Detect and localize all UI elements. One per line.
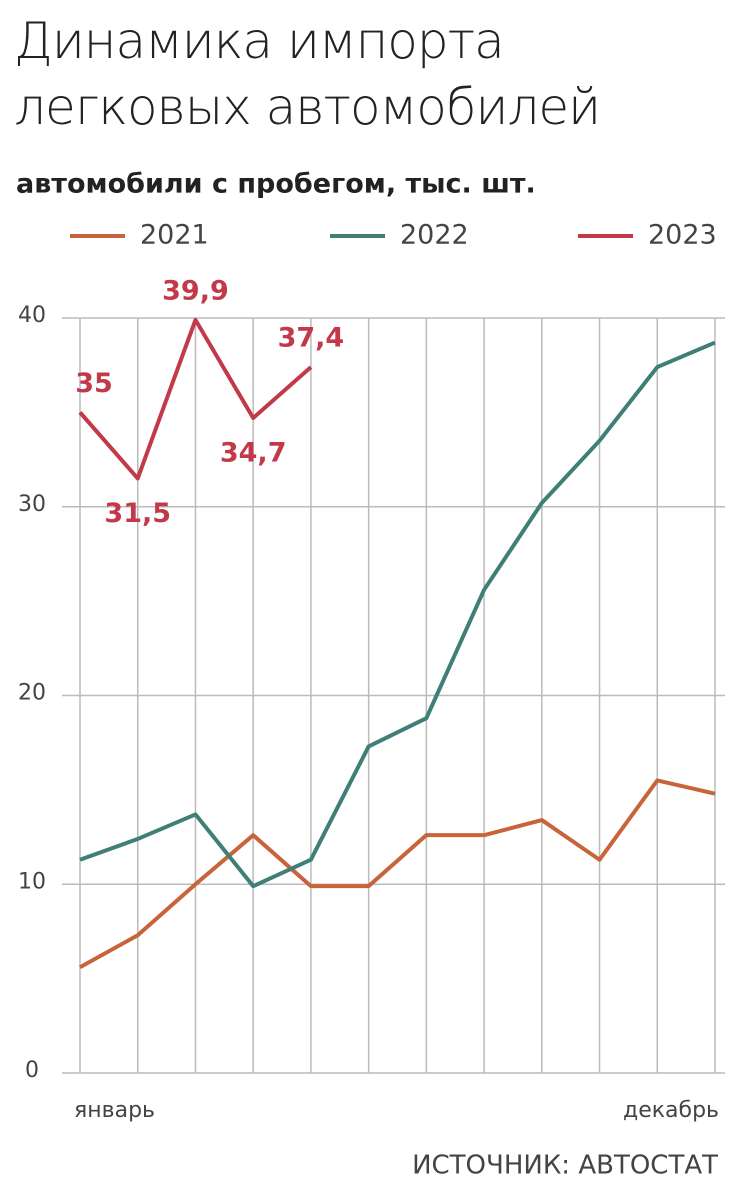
x-tick-label: январь (74, 1098, 155, 1123)
data-label: 39,9 (162, 275, 229, 306)
series-line (79, 340, 716, 889)
y-tick-label: 20 (18, 681, 46, 706)
series-line (79, 778, 716, 970)
data-label: 31,5 (104, 498, 171, 529)
data-label: 37,4 (278, 323, 345, 354)
y-tick-label: 0 (25, 1058, 39, 1083)
y-tick-label: 30 (18, 492, 46, 517)
x-tick-label: декабрь (623, 1098, 719, 1123)
source: ИСТОЧНИК: АВТОСТАТ (412, 1151, 718, 1181)
legend-label: 2022 (400, 220, 469, 251)
legend-label: 2021 (140, 220, 209, 251)
data-label: 34,7 (220, 438, 287, 469)
data-label: 35 (75, 368, 113, 399)
chart-title: Динамика импорта легковых автомобилей (14, 12, 601, 136)
series-line (78, 317, 313, 481)
y-tick-label: 10 (18, 869, 46, 894)
chart-subtitle: автомобили с пробегом, тыс. шт. (16, 169, 536, 200)
legend-label: 2023 (648, 220, 717, 251)
y-tick-label: 40 (18, 303, 46, 328)
